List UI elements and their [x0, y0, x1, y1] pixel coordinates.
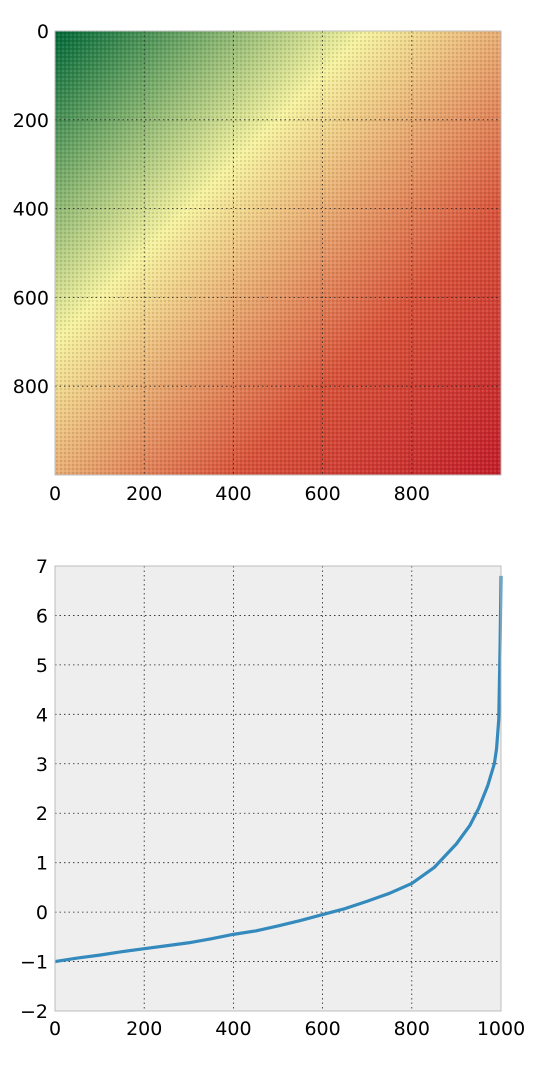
- line-x-tick-label: 1000: [477, 1018, 525, 1040]
- heatmap-y-tick-label: 0: [37, 21, 49, 43]
- heatmap-x-tick-label: 600: [304, 483, 340, 505]
- heatmap-x-tick-label: 200: [126, 483, 162, 505]
- line-x-tick-label: 200: [126, 1018, 162, 1040]
- line-y-tick-label: 3: [36, 754, 48, 776]
- line-plot-frame: [54, 565, 502, 1012]
- line-y-tick-label: 5: [36, 655, 48, 677]
- heatmap-x-tick-label: 400: [215, 483, 251, 505]
- line-y-tick-label: 1: [36, 853, 48, 875]
- line-y-tick-label: −2: [20, 1001, 48, 1023]
- heatmap-frame: [54, 30, 502, 476]
- line-y-ticks: −2 −1 0 1 2 3 4 5 6 7: [20, 556, 48, 1023]
- heatmap-y-tick-label: 400: [13, 199, 49, 221]
- line-y-tick-label: −1: [20, 952, 48, 974]
- line-y-tick-label: 6: [36, 605, 48, 627]
- line-y-tick-label: 4: [36, 704, 48, 726]
- series-line: [54, 575, 503, 964]
- line-x-ticks: 0 200 400 600 800 1000: [49, 1018, 525, 1040]
- heatmap-texture-overlay: [55, 31, 501, 475]
- heatmap-grid: [55, 31, 501, 475]
- line-x-tick-label: 800: [394, 1018, 430, 1040]
- heatmap-y-tick-label: 200: [13, 110, 49, 132]
- heatmap-x-ticks: 0 200 400 600 800: [49, 483, 430, 505]
- heatmap-x-tick-label: 0: [49, 483, 61, 505]
- line-x-tick-label: 600: [304, 1018, 340, 1040]
- heatmap-chart: 0 200 400 600 800 0 200 400 600 800: [13, 21, 502, 505]
- line-x-tick-label: 0: [49, 1018, 61, 1040]
- line-y-tick-label: 7: [36, 556, 48, 578]
- heatmap-x-tick-label: 800: [394, 483, 430, 505]
- line-plot-background: [55, 566, 501, 1011]
- heatmap-y-tick-label: 600: [13, 287, 49, 309]
- line-chart: 0 200 400 600 800 1000 −2 −1 0 1 2 3 4 5 6 7: [20, 556, 525, 1040]
- line-y-tick-label: 0: [36, 902, 48, 924]
- line-y-tick-label: 2: [36, 803, 48, 825]
- line-x-tick-label: 400: [215, 1018, 251, 1040]
- heatmap-y-tick-label: 800: [13, 376, 49, 398]
- heatmap-y-ticks: 0 200 400 600 800: [13, 21, 49, 398]
